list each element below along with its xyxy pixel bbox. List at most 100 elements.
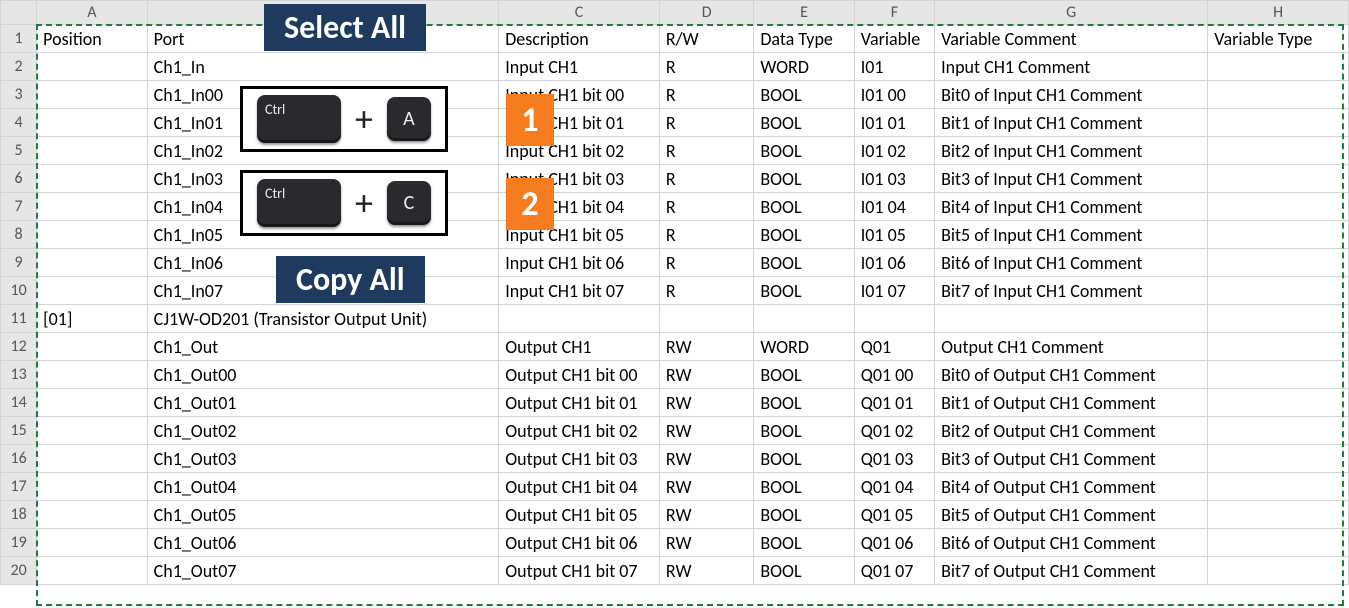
cell-rw[interactable]: R [659,137,753,165]
cell-rw[interactable]: R [659,221,753,249]
table-row[interactable]: 12Ch1_OutOutput CH1RWWORDQ01Output CH1 C… [1,333,1349,361]
cell-datatype[interactable]: BOOL [754,389,854,417]
cell-port[interactable]: Ch1_Out05 [147,501,499,529]
cell-datatype[interactable] [754,305,854,333]
cell-variable[interactable]: I01 [854,53,934,81]
cell-position[interactable]: Position [37,25,147,53]
cell-rw[interactable]: RW [659,445,753,473]
cell-rw[interactable]: R [659,193,753,221]
row-number[interactable]: 6 [1,165,37,193]
cell-rw[interactable]: RW [659,557,753,585]
cell-description[interactable]: Output CH1 bit 07 [499,557,660,585]
cell-variable[interactable]: I01 00 [854,81,934,109]
cell-datatype[interactable]: BOOL [754,109,854,137]
cell-position[interactable]: [01] [37,305,147,333]
cell-description[interactable]: Output CH1 bit 01 [499,389,660,417]
column-header-A[interactable]: A [37,1,147,25]
row-number[interactable]: 4 [1,109,37,137]
cell-description[interactable]: Input CH1 bit 06 [499,249,660,277]
row-number[interactable]: 5 [1,137,37,165]
cell-datatype[interactable]: BOOL [754,361,854,389]
cell-rw[interactable]: R [659,81,753,109]
cell-description[interactable]: Output CH1 bit 06 [499,529,660,557]
column-header-C[interactable]: C [499,1,660,25]
cell-variable[interactable]: Q01 02 [854,417,934,445]
row-number[interactable]: 2 [1,53,37,81]
table-row[interactable]: 2Ch1_InInput CH1RWORDI01Input CH1 Commen… [1,53,1349,81]
cell-variable[interactable]: I01 02 [854,137,934,165]
cell-variable[interactable]: I01 04 [854,193,934,221]
cell-rw[interactable]: R [659,249,753,277]
cell-vartype[interactable] [1208,53,1349,81]
row-number[interactable]: 3 [1,81,37,109]
cell-rw[interactable]: RW [659,417,753,445]
cell-port[interactable]: Ch1_Out00 [147,361,499,389]
cell-description[interactable]: Description [499,25,660,53]
cell-datatype[interactable]: BOOL [754,81,854,109]
cell-variable[interactable]: I01 03 [854,165,934,193]
column-header-G[interactable]: G [935,1,1208,25]
cell-variable[interactable]: I01 07 [854,277,934,305]
cell-vartype[interactable] [1208,221,1349,249]
cell-datatype[interactable]: BOOL [754,417,854,445]
row-number[interactable]: 18 [1,501,37,529]
cell-variable[interactable]: Q01 00 [854,361,934,389]
cell-description[interactable]: Output CH1 bit 05 [499,501,660,529]
table-row[interactable]: 15Ch1_Out02Output CH1 bit 02RWBOOLQ01 02… [1,417,1349,445]
cell-position[interactable] [37,333,147,361]
table-row[interactable]: 18Ch1_Out05Output CH1 bit 05RWBOOLQ01 05… [1,501,1349,529]
cell-varcomment[interactable]: Bit7 of Input CH1 Comment [935,277,1208,305]
column-header-D[interactable]: D [659,1,753,25]
cell-port[interactable]: CJ1W-OD201 (Transistor Output Unit) [147,305,499,333]
cell-varcomment[interactable]: Bit3 of Input CH1 Comment [935,165,1208,193]
cell-variable[interactable]: I01 06 [854,249,934,277]
cell-datatype[interactable]: BOOL [754,249,854,277]
cell-datatype[interactable]: BOOL [754,193,854,221]
cell-port[interactable]: Ch1_Out02 [147,417,499,445]
cell-position[interactable] [37,445,147,473]
cell-rw[interactable]: R/W [659,25,753,53]
cell-datatype[interactable]: BOOL [754,557,854,585]
cell-rw[interactable]: RW [659,473,753,501]
cell-varcomment[interactable]: Bit4 of Input CH1 Comment [935,193,1208,221]
cell-description[interactable]: Output CH1 [499,333,660,361]
cell-vartype[interactable] [1208,557,1349,585]
row-number[interactable]: 10 [1,277,37,305]
table-row[interactable]: 14Ch1_Out01Output CH1 bit 01RWBOOLQ01 01… [1,389,1349,417]
cell-variable[interactable]: Q01 04 [854,473,934,501]
column-header-H[interactable]: H [1208,1,1349,25]
row-number[interactable]: 12 [1,333,37,361]
column-header-E[interactable]: E [754,1,854,25]
row-number[interactable]: 17 [1,473,37,501]
cell-position[interactable] [37,165,147,193]
select-all-corner[interactable] [1,1,37,25]
cell-varcomment[interactable]: Bit4 of Output CH1 Comment [935,473,1208,501]
cell-variable[interactable]: Q01 [854,333,934,361]
cell-varcomment[interactable]: Input CH1 Comment [935,53,1208,81]
column-header-F[interactable]: F [854,1,934,25]
cell-rw[interactable]: R [659,277,753,305]
table-row[interactable]: 4Ch1_In01Input CH1 bit 01RBOOLI01 01Bit1… [1,109,1349,137]
cell-description[interactable]: Input CH1 bit 07 [499,277,660,305]
cell-rw[interactable]: R [659,53,753,81]
cell-description[interactable]: Output CH1 bit 04 [499,473,660,501]
table-row[interactable]: 7Ch1_In04Input CH1 bit 04RBOOLI01 04Bit4… [1,193,1349,221]
cell-position[interactable] [37,53,147,81]
cell-variable[interactable] [854,305,934,333]
table-row[interactable]: 19Ch1_Out06Output CH1 bit 06RWBOOLQ01 06… [1,529,1349,557]
cell-variable[interactable]: Q01 03 [854,445,934,473]
cell-varcomment[interactable]: Bit7 of Output CH1 Comment [935,557,1208,585]
cell-position[interactable] [37,193,147,221]
cell-position[interactable] [37,221,147,249]
cell-datatype[interactable]: BOOL [754,137,854,165]
cell-varcomment[interactable] [935,305,1208,333]
cell-position[interactable] [37,109,147,137]
spreadsheet-grid[interactable]: ABCDEFGH 1PositionPortDescriptionR/WData… [0,0,1349,585]
cell-datatype[interactable]: BOOL [754,445,854,473]
cell-position[interactable] [37,81,147,109]
row-number[interactable]: 16 [1,445,37,473]
column-header-row[interactable]: ABCDEFGH [1,1,1349,25]
cell-port[interactable]: Ch1_Out04 [147,473,499,501]
cell-description[interactable]: Output CH1 bit 02 [499,417,660,445]
cell-datatype[interactable]: BOOL [754,165,854,193]
